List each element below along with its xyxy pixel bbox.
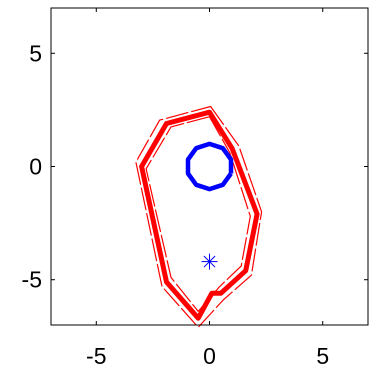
y-tick-label: 0 (29, 154, 42, 180)
boundary-bound-line-1 (135, 105, 263, 328)
tick-layer: -5 0 5 5 0 -5 (22, 8, 368, 369)
boundary-bound-line-2 (145, 116, 251, 312)
x-tick-label: 5 (316, 343, 329, 369)
x-tick-label: 0 (203, 343, 216, 369)
data-layer (135, 105, 263, 328)
x-tick-label: -5 (86, 343, 106, 369)
boundary-outline-line (139, 109, 260, 321)
blue-circle (185, 141, 234, 192)
y-tick-label: -5 (22, 267, 42, 293)
asterisk-marker (201, 253, 218, 270)
y-tick-label: 5 (29, 40, 42, 66)
